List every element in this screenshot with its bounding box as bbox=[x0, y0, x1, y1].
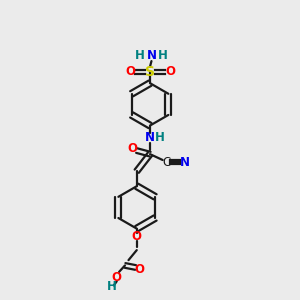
Text: O: O bbox=[132, 230, 142, 243]
Text: S: S bbox=[145, 65, 155, 79]
Text: H: H bbox=[155, 131, 165, 144]
Text: O: O bbox=[112, 271, 122, 284]
Text: O: O bbox=[125, 65, 135, 79]
Text: H: H bbox=[135, 49, 145, 62]
Text: H: H bbox=[158, 49, 168, 62]
Text: C: C bbox=[162, 156, 170, 169]
Text: O: O bbox=[135, 263, 145, 276]
Text: O: O bbox=[127, 142, 137, 155]
Text: N: N bbox=[145, 131, 155, 144]
Text: N: N bbox=[179, 156, 190, 169]
Text: N: N bbox=[147, 49, 158, 62]
Text: H: H bbox=[106, 280, 116, 292]
Text: O: O bbox=[165, 65, 175, 79]
